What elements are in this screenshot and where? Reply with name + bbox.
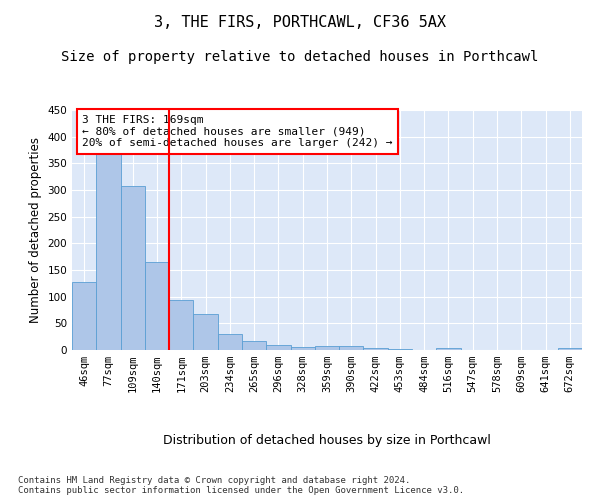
Text: 3, THE FIRS, PORTHCAWL, CF36 5AX: 3, THE FIRS, PORTHCAWL, CF36 5AX xyxy=(154,15,446,30)
Bar xyxy=(436,348,461,350)
Bar xyxy=(169,300,193,350)
Bar xyxy=(290,347,315,350)
Bar xyxy=(266,345,290,350)
Bar xyxy=(364,348,388,350)
Text: 3 THE FIRS: 169sqm
← 80% of detached houses are smaller (949)
20% of semi-detach: 3 THE FIRS: 169sqm ← 80% of detached hou… xyxy=(82,115,392,148)
Bar xyxy=(72,282,96,350)
Bar xyxy=(242,341,266,350)
Text: Size of property relative to detached houses in Porthcawl: Size of property relative to detached ho… xyxy=(61,50,539,64)
X-axis label: Distribution of detached houses by size in Porthcawl: Distribution of detached houses by size … xyxy=(163,434,491,447)
Bar xyxy=(121,186,145,350)
Bar xyxy=(558,348,582,350)
Bar xyxy=(218,334,242,350)
Bar xyxy=(193,314,218,350)
Y-axis label: Number of detached properties: Number of detached properties xyxy=(29,137,42,323)
Bar xyxy=(96,154,121,350)
Bar xyxy=(339,346,364,350)
Text: Contains HM Land Registry data © Crown copyright and database right 2024.
Contai: Contains HM Land Registry data © Crown c… xyxy=(18,476,464,495)
Bar xyxy=(145,262,169,350)
Bar xyxy=(315,346,339,350)
